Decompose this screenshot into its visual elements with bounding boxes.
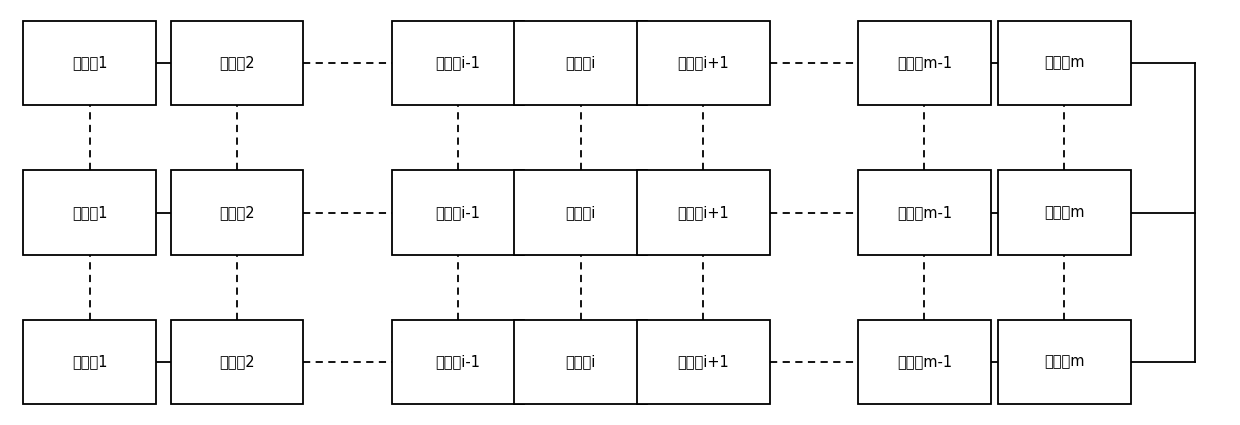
Text: 优化刨2: 优化刨2: [219, 354, 254, 369]
Bar: [24, 320, 156, 404]
Text: 优化刨1: 优化刨1: [72, 56, 108, 71]
Text: 优化刨m: 优化刨m: [1044, 205, 1085, 220]
Bar: [858, 320, 991, 404]
Bar: [998, 170, 1131, 255]
Text: 优化刨m-1: 优化刨m-1: [897, 205, 952, 220]
Bar: [637, 21, 770, 105]
Text: 优化刨i-1: 优化刨i-1: [435, 205, 480, 220]
Bar: [24, 21, 156, 105]
Bar: [637, 170, 770, 255]
Text: 优化刨i: 优化刨i: [565, 205, 596, 220]
Bar: [171, 320, 304, 404]
Text: 优化刨2: 优化刨2: [219, 56, 254, 71]
Bar: [392, 21, 525, 105]
Text: 优化刨1: 优化刨1: [72, 205, 108, 220]
Bar: [515, 170, 647, 255]
Bar: [858, 21, 991, 105]
Text: 优化刨i-1: 优化刨i-1: [435, 354, 480, 369]
Bar: [392, 320, 525, 404]
Text: 优化刨i+1: 优化刨i+1: [677, 56, 729, 71]
Text: 优化刨i-1: 优化刨i-1: [435, 56, 480, 71]
Bar: [858, 170, 991, 255]
Bar: [515, 21, 647, 105]
Bar: [998, 320, 1131, 404]
Text: 优化刨i+1: 优化刨i+1: [677, 354, 729, 369]
Text: 优化刨2: 优化刨2: [219, 205, 254, 220]
Bar: [171, 170, 304, 255]
Bar: [637, 320, 770, 404]
Bar: [998, 21, 1131, 105]
Text: 优化刨i+1: 优化刨i+1: [677, 205, 729, 220]
Text: 优化刨1: 优化刨1: [72, 354, 108, 369]
Bar: [392, 170, 525, 255]
Text: 优化刨m: 优化刨m: [1044, 354, 1085, 369]
Bar: [24, 170, 156, 255]
Text: 优化刨m-1: 优化刨m-1: [897, 56, 952, 71]
Text: 优化刨m-1: 优化刨m-1: [897, 354, 952, 369]
Text: 优化刨m: 优化刨m: [1044, 56, 1085, 71]
Text: 优化刨i: 优化刨i: [565, 354, 596, 369]
Bar: [171, 21, 304, 105]
Bar: [515, 320, 647, 404]
Text: 优化刨i: 优化刨i: [565, 56, 596, 71]
